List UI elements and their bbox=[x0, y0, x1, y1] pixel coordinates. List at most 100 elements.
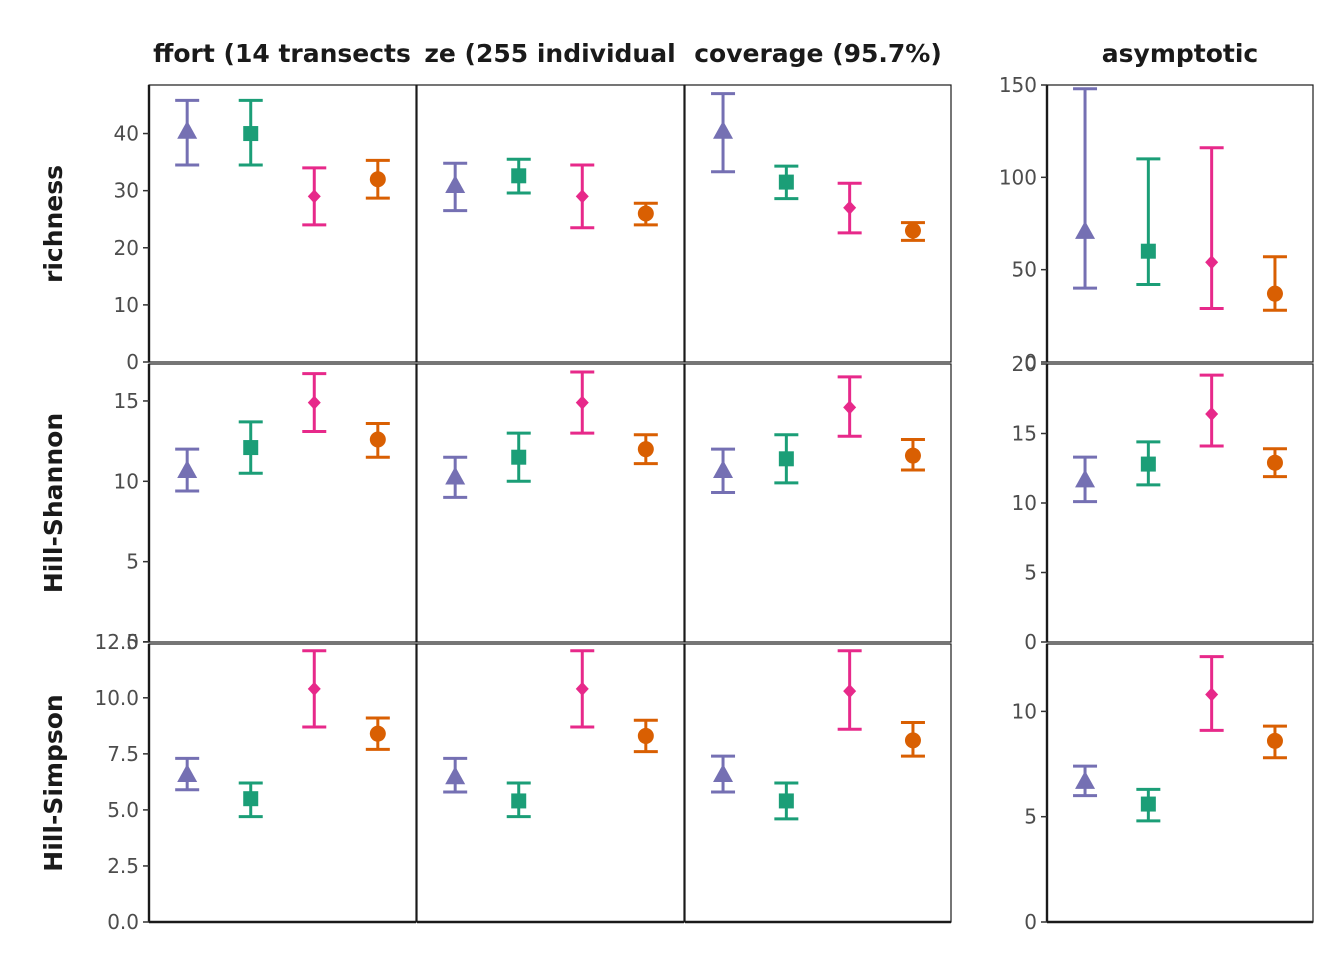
panels: 010203040050100150051015051015200.02.55.… bbox=[94, 73, 1314, 934]
point-hill-shannon-size-3 bbox=[575, 395, 589, 410]
point-richness-size-1 bbox=[445, 174, 466, 193]
point-richness-asymptotic-2 bbox=[1140, 243, 1156, 259]
y-axis-hill-shannon-shared: 0 5 10 15 bbox=[114, 364, 151, 654]
point-hill-simpson-effort-3 bbox=[307, 681, 321, 696]
panel-richness-asymptotic bbox=[1046, 84, 1314, 363]
point-hill-simpson-coverage-4 bbox=[904, 732, 921, 749]
point-richness-coverage-1 bbox=[713, 120, 734, 139]
panel-hill-simpson-size bbox=[416, 643, 685, 923]
point-hill-simpson-size-2 bbox=[511, 793, 527, 809]
row-title-hill-shannon: Hill-Shannon bbox=[39, 413, 68, 593]
y-tick-label-richness-asymptotic-2: 100 bbox=[999, 165, 1037, 189]
point-hill-simpson-coverage-3 bbox=[843, 684, 857, 699]
column-title-effort: ffort (14 transects bbox=[153, 39, 411, 68]
point-hill-shannon-asymptotic-1 bbox=[1075, 469, 1096, 488]
y-tick-label-hill-shannon-asymptotic-1: 5 bbox=[1024, 561, 1037, 585]
panel-hill-shannon-size bbox=[416, 363, 685, 643]
y-tick-label-richness-asymptotic-0: 0 bbox=[1024, 350, 1037, 374]
point-hill-shannon-coverage-1 bbox=[713, 460, 734, 479]
y-tick-label-hill-shannon-asymptotic-0: 0 bbox=[1024, 630, 1037, 654]
point-hill-simpson-asymptotic-4 bbox=[1266, 732, 1283, 749]
point-hill-simpson-size-3 bbox=[575, 681, 589, 696]
errorbar-richness-asymptotic-2 bbox=[1136, 157, 1161, 286]
point-hill-shannon-asymptotic-4 bbox=[1266, 454, 1283, 471]
y-tick-label-hill-shannon-asymptotic-3: 15 bbox=[1012, 422, 1037, 446]
y-tick-label-hill-shannon-shared-1: 5 bbox=[126, 550, 139, 574]
y-axis-richness-asymptotic: 0 50 100 150 bbox=[999, 73, 1049, 374]
row-title-hill-simpson: Hill-Simpson bbox=[39, 694, 68, 871]
point-richness-size-3 bbox=[575, 189, 589, 204]
column-titles: ffort (14 transects ze (255 individual c… bbox=[153, 39, 1258, 68]
y-tick-label-hill-simpson-shared-0: 0.0 bbox=[107, 910, 139, 934]
y-tick-label-hill-simpson-shared-5: 12.5 bbox=[94, 630, 139, 654]
point-richness-effort-2 bbox=[243, 126, 259, 142]
y-tick-label-hill-simpson-asymptotic-0: 0 bbox=[1024, 910, 1037, 934]
panel-frame bbox=[148, 643, 417, 923]
y-axis-richness-shared: 0 10 20 30 40 bbox=[114, 85, 151, 374]
point-richness-effort-4 bbox=[369, 171, 386, 188]
point-hill-simpson-effort-2 bbox=[243, 791, 259, 807]
point-hill-shannon-effort-2 bbox=[243, 440, 259, 456]
y-tick-label-hill-shannon-asymptotic-2: 10 bbox=[1012, 491, 1037, 515]
point-hill-shannon-size-4 bbox=[637, 441, 654, 458]
panel-frame bbox=[148, 84, 417, 363]
point-hill-simpson-asymptotic-3 bbox=[1205, 687, 1219, 702]
y-tick-label-hill-simpson-asymptotic-2: 10 bbox=[1012, 699, 1037, 723]
point-richness-asymptotic-3 bbox=[1205, 255, 1219, 270]
y-tick-label-richness-shared-4: 40 bbox=[114, 122, 139, 146]
point-richness-effort-3 bbox=[307, 189, 321, 204]
panel-frame bbox=[148, 363, 417, 643]
panel-richness-coverage bbox=[684, 84, 952, 363]
point-hill-shannon-asymptotic-2 bbox=[1140, 456, 1156, 472]
point-hill-shannon-coverage-2 bbox=[778, 451, 794, 467]
panel-hill-shannon-coverage bbox=[684, 363, 952, 643]
panel-hill-simpson-coverage bbox=[684, 643, 952, 923]
point-richness-coverage-2 bbox=[778, 174, 794, 190]
point-hill-simpson-size-1 bbox=[445, 766, 466, 785]
column-title-coverage: coverage (95.7%) bbox=[694, 39, 942, 68]
point-hill-shannon-size-2 bbox=[511, 449, 527, 465]
point-hill-simpson-asymptotic-2 bbox=[1140, 796, 1156, 812]
errorbar-richness-asymptotic-3 bbox=[1199, 146, 1224, 310]
point-richness-asymptotic-1 bbox=[1075, 220, 1096, 239]
point-hill-shannon-coverage-4 bbox=[904, 447, 921, 464]
y-tick-label-hill-shannon-shared-0: 0 bbox=[126, 630, 139, 654]
y-tick-label-richness-asymptotic-1: 50 bbox=[1012, 258, 1037, 282]
point-richness-size-4 bbox=[637, 205, 654, 222]
y-tick-label-hill-simpson-shared-1: 2.5 bbox=[107, 854, 139, 878]
panel-frame bbox=[416, 363, 685, 643]
row-title-richness: richness bbox=[39, 165, 68, 283]
row-titles: richness Hill-Shannon Hill-Simpson bbox=[39, 165, 68, 872]
y-tick-label-hill-shannon-asymptotic-4: 20 bbox=[1012, 352, 1037, 376]
panel-frame bbox=[684, 363, 952, 643]
panel-hill-shannon-asymptotic bbox=[1046, 363, 1314, 643]
column-title-asymptotic: asymptotic bbox=[1102, 39, 1258, 68]
point-hill-shannon-effort-4 bbox=[369, 431, 386, 448]
panel-hill-shannon-effort bbox=[148, 363, 417, 643]
point-hill-simpson-asymptotic-1 bbox=[1075, 770, 1096, 789]
y-tick-label-richness-shared-3: 30 bbox=[114, 179, 139, 203]
panel-frame bbox=[684, 643, 952, 923]
y-axis-hill-simpson-asymptotic: 0 5 10 bbox=[1012, 644, 1049, 934]
point-richness-effort-1 bbox=[177, 120, 198, 139]
point-hill-simpson-effort-4 bbox=[369, 725, 386, 742]
point-hill-simpson-size-4 bbox=[637, 727, 654, 744]
y-tick-label-richness-asymptotic-3: 150 bbox=[999, 73, 1037, 97]
y-tick-label-hill-simpson-shared-2: 5.0 bbox=[107, 798, 139, 822]
point-richness-asymptotic-4 bbox=[1266, 285, 1283, 302]
point-richness-coverage-4 bbox=[904, 222, 921, 239]
y-tick-label-richness-shared-2: 20 bbox=[114, 236, 139, 260]
errorbar-richness-asymptotic-1 bbox=[1073, 87, 1098, 290]
point-hill-shannon-asymptotic-3 bbox=[1205, 407, 1219, 422]
panel-richness-size bbox=[416, 84, 685, 363]
y-tick-label-richness-shared-1: 10 bbox=[114, 293, 139, 317]
y-tick-label-hill-simpson-shared-4: 10.0 bbox=[94, 686, 139, 710]
point-hill-shannon-effort-1 bbox=[177, 460, 198, 479]
point-hill-shannon-coverage-3 bbox=[843, 400, 857, 415]
point-hill-shannon-effort-3 bbox=[307, 395, 321, 410]
point-hill-simpson-coverage-1 bbox=[713, 764, 734, 783]
panel-hill-simpson-effort bbox=[148, 643, 417, 923]
column-title-size: ze (255 individual bbox=[424, 39, 675, 68]
y-tick-label-hill-simpson-asymptotic-1: 5 bbox=[1024, 805, 1037, 829]
